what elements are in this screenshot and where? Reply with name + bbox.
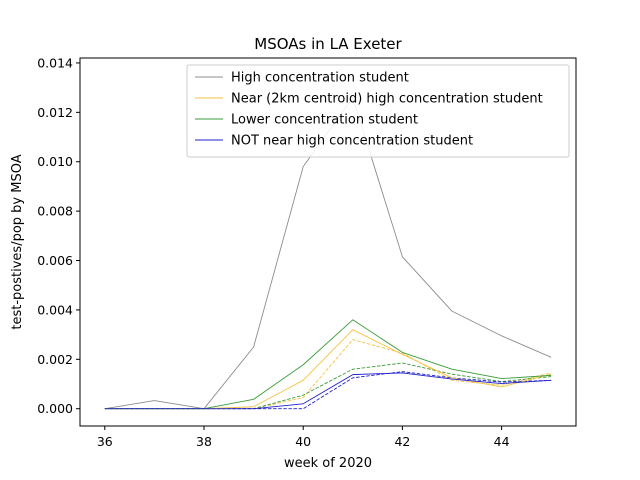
legend-box xyxy=(186,64,570,158)
y-tick-label: 0.012 xyxy=(37,105,73,120)
y-axis-label: test-postives/pop by MSOA xyxy=(10,154,25,329)
y-tick-label: 0.014 xyxy=(37,55,73,70)
legend-label: NOT near high concentration student xyxy=(231,134,473,149)
y-tick-label: 0.010 xyxy=(37,154,73,169)
legend-label: Lower concentration student xyxy=(231,113,418,128)
legend-label: High concentration student xyxy=(231,71,409,86)
legend-label: Near (2km centroid) high concentration s… xyxy=(231,92,543,107)
x-axis-label: week of 2020 xyxy=(284,456,372,471)
y-tick-label: 0.000 xyxy=(37,401,73,416)
series-line-3 xyxy=(104,372,552,410)
y-tick-label: 0.002 xyxy=(37,352,73,367)
legend: High concentration student Near (2km cent… xyxy=(186,64,570,158)
y-tick-label: 0.004 xyxy=(37,302,73,317)
series-line-2 xyxy=(104,319,552,410)
y-tick-label: 0.006 xyxy=(37,253,73,268)
x-tick-label: 38 xyxy=(196,434,212,449)
plot-area-frame xyxy=(79,57,577,427)
x-tick-label: 42 xyxy=(394,434,410,449)
x-tick-label: 44 xyxy=(494,434,510,449)
x-tick-label: 36 xyxy=(97,434,113,449)
x-tick-label: 40 xyxy=(295,434,311,449)
y-axis: 0.000 0.002 0.004 0.006 0.008 0.010 0.012 0.014 xyxy=(37,55,80,416)
x-axis: 36 38 40 42 44 xyxy=(97,426,510,449)
series-line-4-dashed xyxy=(104,339,552,410)
y-tick-label: 0.008 xyxy=(37,204,73,219)
series-line-5-dashed xyxy=(104,362,552,410)
chart-title: MSOAs in LA Exeter xyxy=(254,35,402,53)
